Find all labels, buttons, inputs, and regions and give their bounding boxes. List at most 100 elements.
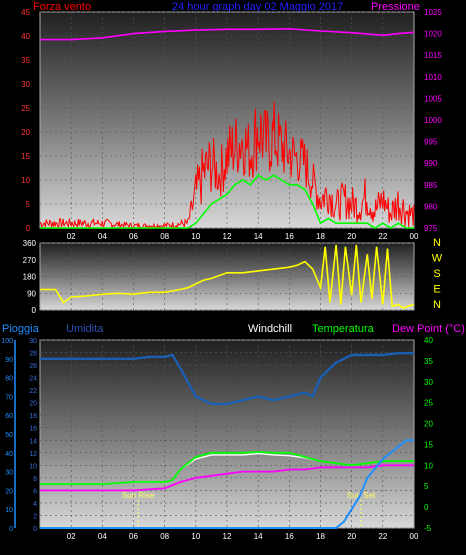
rain-y-tick-label: 24: [29, 376, 37, 383]
x-tick-label-04: 04: [98, 232, 107, 241]
compass-label-N: N: [433, 299, 441, 311]
x-tick-label-10: 10: [191, 232, 200, 241]
x-tick-label-18: 18: [316, 532, 325, 541]
humidity-title: Umidita: [66, 323, 104, 335]
pressure-y-tick-label: 980: [424, 202, 438, 211]
rain-y-tick-label: 28: [29, 351, 37, 358]
x-tick-label-12: 12: [223, 232, 232, 241]
x-tick-label-00: 00: [410, 532, 419, 541]
x-tick-label-14: 14: [254, 532, 263, 541]
rain-y-tick-label: 26: [29, 363, 37, 370]
x-tick-label-16: 16: [285, 232, 294, 241]
pressure-y-tick-label: 995: [424, 138, 438, 147]
compass-label-E: E: [433, 284, 440, 296]
wind-y-tick-label: 10: [21, 176, 30, 185]
dewpoint-line: [40, 464, 414, 492]
series-layer: Sun Rise Sun Set: [39, 27, 415, 529]
axis-layer: 0510152025303540459759809859909951000100…: [1, 8, 442, 541]
humidity-y-tick-label: 0: [9, 526, 13, 533]
temperature-y-tick-label: 35: [424, 357, 433, 366]
rain-y-tick-label: 0: [33, 526, 37, 533]
temperature-y-tick-label: 25: [424, 399, 433, 408]
wind-speed-line: [39, 101, 415, 230]
wind-speed-title: Forza vento: [33, 1, 91, 13]
humidity-y-tick-label: 70: [5, 394, 13, 401]
temperature-y-tick-label: 40: [424, 336, 433, 345]
pressure-line: [40, 27, 415, 41]
compass-label-N: N: [433, 237, 441, 249]
rain-title: Pioggia: [2, 323, 40, 335]
wind-y-tick-label: 30: [21, 80, 30, 89]
humidity-y-tick-label: 90: [5, 357, 13, 364]
rain-y-tick-label: 12: [29, 451, 37, 458]
pressure-y-tick-label: 985: [424, 181, 438, 190]
rain-y-tick-label: 22: [29, 388, 37, 395]
x-tick-label-00: 00: [410, 232, 419, 241]
rain-y-tick-label: 4: [33, 501, 37, 508]
direction-y-tick-label: 270: [23, 256, 37, 265]
wind-y-tick-label: 15: [21, 152, 30, 161]
temperature-y-tick-label: 10: [424, 461, 433, 470]
wind-direction-line: [40, 244, 415, 310]
pressure-y-tick-label: 1000: [424, 116, 442, 125]
x-tick-label-06: 06: [129, 232, 138, 241]
wind-average-line: [40, 174, 414, 229]
direction-y-tick-label: 0: [32, 306, 37, 315]
pressure-y-tick-label: 1025: [424, 8, 442, 17]
compass-label-W: W: [432, 253, 443, 265]
humidity-y-tick-label: 80: [5, 376, 13, 383]
x-tick-label-02: 02: [67, 532, 76, 541]
pressure-y-tick-label: 1015: [424, 51, 442, 60]
rain-y-tick-label: 30: [29, 338, 37, 345]
wind-y-tick-label: 35: [21, 56, 30, 65]
pressure-y-tick-label: 975: [424, 224, 438, 233]
temperature-title: Temperatura: [312, 323, 375, 335]
x-tick-label-08: 08: [160, 532, 169, 541]
wind-y-tick-label: 25: [21, 104, 30, 113]
rain-y-tick-label: 14: [29, 438, 37, 445]
dewpoint-title: Dew Point (°C): [392, 323, 465, 335]
rain-y-tick-label: 6: [33, 488, 37, 495]
direction-y-tick-label: 180: [23, 273, 37, 282]
temperature-y-tick-label: 20: [424, 420, 433, 429]
x-tick-label-12: 12: [223, 532, 232, 541]
temperature-line: [40, 451, 414, 485]
pressure-y-tick-label: 1005: [424, 94, 442, 103]
humidity-y-tick-label: 50: [5, 432, 13, 439]
x-tick-label-14: 14: [254, 232, 263, 241]
wind-y-tick-label: 45: [21, 8, 30, 17]
direction-y-tick-label: 360: [23, 239, 37, 248]
panel-wind-pressure: [39, 11, 415, 229]
pressure-y-tick-label: 1010: [424, 73, 442, 82]
pressure-y-tick-label: 1020: [424, 30, 442, 39]
x-tick-label-10: 10: [191, 532, 200, 541]
x-tick-label-22: 22: [378, 232, 387, 241]
wind-y-tick-label: 20: [21, 128, 30, 137]
compass-label-S: S: [433, 268, 440, 280]
chart-title: 24 hour graph day 02 Maggio 2017: [172, 1, 343, 13]
humidity-y-tick-label: 60: [5, 413, 13, 420]
wind-y-tick-label: 5: [26, 200, 31, 209]
rain-y-tick-label: 20: [29, 401, 37, 408]
humidity-y-tick-label: 100: [1, 338, 13, 345]
x-tick-label-18: 18: [316, 232, 325, 241]
humidity-y-tick-label: 40: [5, 451, 13, 458]
rain-y-tick-label: 16: [29, 426, 37, 433]
humidity-line: [40, 352, 414, 406]
temperature-y-tick-label: -5: [424, 524, 432, 533]
x-tick-label-20: 20: [347, 532, 356, 541]
x-tick-label-02: 02: [67, 232, 76, 241]
temperature-y-tick-label: 30: [424, 378, 433, 387]
temperature-y-tick-label: 0: [424, 503, 429, 512]
x-tick-label-04: 04: [98, 532, 107, 541]
humidity-y-tick-label: 10: [5, 507, 13, 514]
pressure-title: Pressione: [371, 1, 420, 13]
sun-marker-label: Sun Set: [347, 491, 376, 500]
x-tick-label-08: 08: [160, 232, 169, 241]
x-tick-label-20: 20: [347, 232, 356, 241]
x-tick-label-22: 22: [378, 532, 387, 541]
wind-y-tick-label: 0: [26, 224, 31, 233]
wind-y-tick-label: 40: [21, 32, 30, 41]
rain-y-tick-label: 2: [33, 513, 37, 520]
